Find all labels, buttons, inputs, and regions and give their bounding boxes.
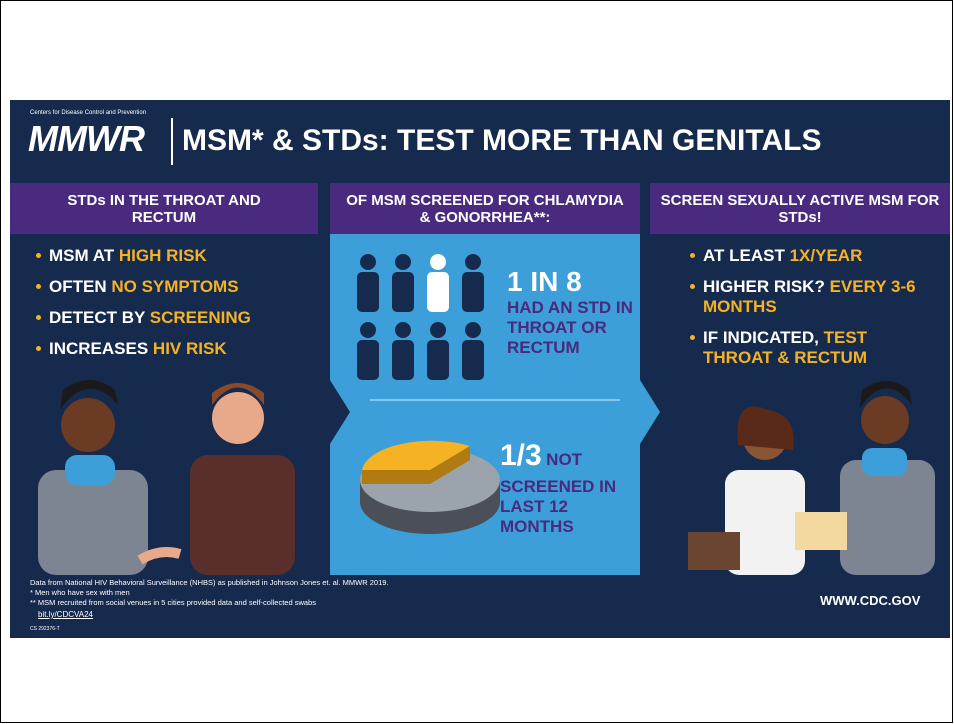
heading-text: SCREEN SEXUALLY ACTIVE MSM FOR STDs! (660, 191, 940, 226)
heading-text: OF MSM SCREENED FOR CHLAMYDIA & GONORRHE… (346, 191, 624, 226)
bullet-dot (36, 346, 41, 351)
bullet-plain: AT LEAST (703, 246, 785, 265)
bullet-dot (690, 284, 695, 289)
stat-line: 1/3 NOT (500, 440, 630, 477)
column-heading: OF MSM SCREENED FOR CHLAMYDIA & GONORRHE… (330, 183, 640, 234)
bullet-dot (690, 335, 695, 340)
bullet-dot (36, 253, 41, 258)
bullet: AT LEAST 1X/YEAR (690, 246, 940, 266)
bullet-plain: HIGHER RISK? (703, 277, 825, 296)
right-people-illustration (688, 381, 935, 575)
stat: 1/3 NOT SCREENED IN LAST 12 MONTHS (500, 440, 630, 537)
bullet-dot (690, 253, 695, 258)
bullet-plain: DETECT BY (49, 308, 146, 327)
bullet: OFTEN NO SYMPTOMS (36, 277, 316, 297)
bullet: DETECT BY SCREENING (36, 308, 316, 328)
bullet-highlight: HIV RISK (152, 339, 227, 358)
bullet-highlight: HIGH RISK (118, 246, 207, 265)
pie-illustration (360, 440, 500, 534)
bullet-highlight: TEST THROAT & RECTUM (703, 328, 868, 367)
logo: MMWR (28, 118, 145, 159)
footer-note: Data from National HIV Behavioral Survei… (30, 578, 389, 587)
bullet: HIGHER RISK? EVERY 3-6 MONTHS (690, 277, 940, 317)
bullet-highlight: SCREENING (149, 308, 251, 327)
bullet-text: IF INDICATED, TEST THROAT & RECTUM (703, 328, 940, 368)
stat-text: SCREENED IN LAST 12 MONTHS (500, 477, 617, 536)
footer-notes: Data from National HIV Behavioral Survei… (30, 578, 389, 608)
column-heading: SCREEN SEXUALLY ACTIVE MSM FOR STDs! (650, 183, 950, 234)
bullet-dot (36, 284, 41, 289)
bullet-text: OFTEN NO SYMPTOMS (49, 277, 239, 297)
bullet-highlight: EVERY 3-6 MONTHS (703, 277, 916, 316)
bullet: IF INDICATED, TEST THROAT & RECTUM (690, 328, 940, 368)
footer-note: * Men who have sex with men (30, 588, 130, 597)
agency-name: Centers for Disease Control and Preventi… (30, 110, 147, 116)
title: MSM* & STDs: TEST MORE THAN GENITALS (182, 124, 822, 157)
bullet-highlight: 1X/YEAR (789, 246, 863, 265)
stat: 1 IN 8 HAD AN STD IN THROAT OR RECTUM (507, 266, 642, 358)
bullet-plain: INCREASES (49, 339, 149, 358)
bullet-dot (36, 315, 41, 320)
stat-number: 1 IN 8 (507, 266, 582, 297)
left-people-illustration (38, 380, 295, 575)
heading-text: STDs IN THE THROAT AND RECTUM (67, 191, 261, 226)
people-icons (357, 254, 484, 380)
bullet-plain: MSM AT (49, 246, 115, 265)
bullet-plain: IF INDICATED, (703, 328, 819, 347)
footer-note: ** MSM recruited from social venues in 5… (30, 598, 316, 607)
bullet-plain: OFTEN (49, 277, 107, 296)
bullet-text: AT LEAST 1X/YEAR (703, 246, 862, 266)
bullet-text: MSM AT HIGH RISK (49, 246, 207, 266)
bullet-text: DETECT BY SCREENING (49, 308, 251, 328)
bullet: MSM AT HIGH RISK (36, 246, 316, 266)
bullet-list: AT LEAST 1X/YEAR HIGHER RISK? EVERY 3-6 M… (690, 246, 940, 379)
bullet-highlight: NO SYMPTOMS (111, 277, 239, 296)
bullet-text: INCREASES HIV RISK (49, 339, 227, 359)
footer-link: bit.ly/CDCVA24 (38, 610, 93, 619)
stat-number: 1/3 (500, 439, 542, 472)
website: WWW.CDC.GOV (820, 593, 921, 608)
stat-small: NOT (546, 450, 583, 469)
column-heading: STDs IN THE THROAT AND RECTUM (10, 183, 318, 234)
footer-code: CS 292376-T (30, 626, 60, 632)
bullet-list: MSM AT HIGH RISK OFTEN NO SYMPTOMS DETECT … (36, 246, 316, 370)
stat-text: HAD AN STD IN THROAT OR RECTUM (507, 298, 633, 357)
bullet-text: HIGHER RISK? EVERY 3-6 MONTHS (703, 277, 940, 317)
bullet: INCREASES HIV RISK (36, 339, 316, 359)
